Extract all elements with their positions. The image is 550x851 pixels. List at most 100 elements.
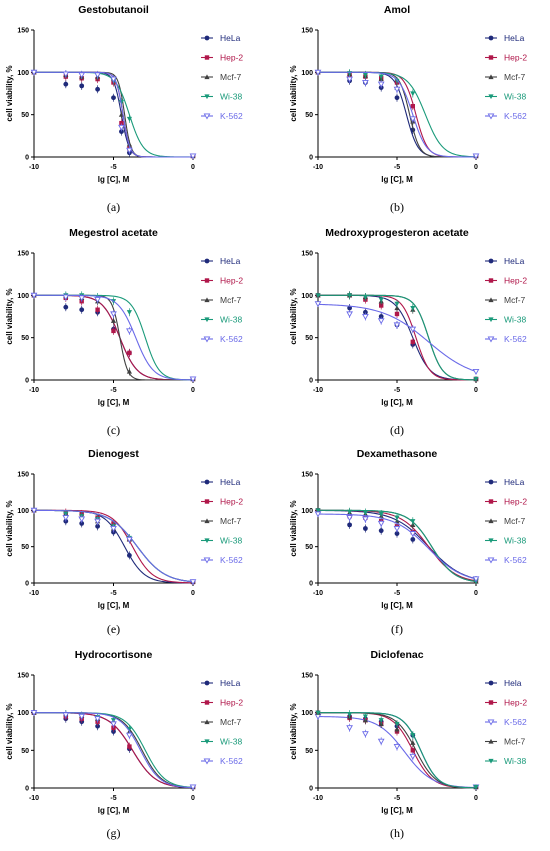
series-wi-38 [315, 69, 479, 159]
legend-label: Mcf-7 [220, 72, 242, 82]
panel-caption: (b) [390, 200, 404, 214]
legend-item: Wi-38 [201, 92, 242, 102]
legend-marker [488, 94, 494, 100]
chart-panel: Medroxyprogesteron acetate 0 50 100 150 -10 -5… [289, 227, 527, 437]
y-tick-label: 0 [25, 581, 29, 588]
data-point [126, 732, 133, 739]
panel-caption: (d) [390, 423, 404, 437]
chart-title: Megestrol acetate [69, 227, 158, 239]
x-tick-label: 0 [191, 795, 195, 802]
x-tick-label: 0 [474, 590, 478, 597]
legend-marker [488, 499, 494, 504]
data-point [378, 74, 384, 80]
chart-title: Dienogest [88, 448, 139, 460]
data-point [378, 718, 384, 723]
legend-marker [204, 499, 210, 504]
series-k-562 [30, 292, 197, 383]
series-wi-38 [315, 291, 479, 382]
legend-label: K-562 [220, 334, 243, 344]
data-point [111, 95, 116, 101]
legend-item: K-562 [201, 555, 243, 565]
data-point [393, 86, 401, 93]
legend-marker [487, 336, 495, 343]
legend-label: Mcf-7 [504, 72, 526, 82]
series-hep-2 [31, 508, 196, 585]
data-point [110, 525, 117, 533]
y-tick-label: 100 [301, 70, 313, 77]
y-tick-label: 50 [305, 335, 313, 342]
x-axis-label: lg [C], M [98, 398, 130, 407]
legend-label: K-562 [220, 555, 243, 565]
data-point [473, 784, 479, 790]
legend-item: K-562 [201, 111, 243, 121]
data-point [189, 784, 197, 791]
data-point [394, 311, 400, 317]
panel-caption: (f) [391, 622, 403, 636]
legend-item: Hep-2 [485, 698, 527, 708]
data-point [347, 509, 353, 515]
legend-item: Hep-2 [201, 497, 243, 507]
data-point [314, 301, 322, 308]
series-k-562 [314, 301, 480, 376]
data-point [30, 69, 38, 76]
legend-item: HeLa [485, 477, 525, 487]
legend-marker [204, 35, 210, 41]
x-axis-label: lg [C], M [98, 806, 130, 815]
data-point [62, 515, 70, 522]
data-point [119, 120, 124, 126]
legend-marker [487, 113, 495, 120]
chart-panel: Gestobutanoil 0 50 100 150 -10 -5 0 lg [C], M cel… [5, 4, 243, 214]
legend-marker [488, 258, 494, 264]
data-point [126, 328, 133, 335]
x-tick-label: -5 [110, 590, 116, 597]
y-tick-label: 50 [21, 544, 29, 551]
legend-marker [488, 74, 494, 80]
legend-marker [204, 55, 210, 60]
series-k-562 [314, 511, 480, 583]
data-point [362, 510, 368, 516]
data-point [94, 72, 101, 79]
data-point [347, 712, 353, 717]
data-point [394, 95, 400, 101]
y-tick-label: 100 [17, 508, 29, 515]
data-point [410, 537, 416, 542]
series-k-562 [30, 69, 197, 160]
legend-item: HeLa [201, 678, 241, 688]
legend-label: Hep-2 [504, 276, 527, 286]
data-point [79, 307, 85, 313]
legend-label: Mcf-7 [504, 737, 526, 747]
y-tick-label: 150 [301, 472, 313, 479]
y-tick-label: 0 [309, 155, 313, 162]
data-point [410, 519, 416, 524]
legend-marker [487, 719, 495, 726]
data-point [409, 326, 417, 333]
data-point [111, 328, 116, 334]
y-tick-label: 50 [305, 748, 313, 755]
series-curve [34, 712, 194, 789]
legend-item: Mcf-7 [201, 516, 242, 526]
legend-marker [204, 94, 210, 100]
data-point [315, 293, 321, 298]
legend-label: Hep-2 [504, 497, 527, 507]
x-tick-label: -10 [313, 795, 323, 802]
data-point [472, 576, 480, 583]
y-tick-label: 50 [305, 544, 313, 551]
legend-marker [488, 518, 494, 524]
legend-item: Mcf-7 [485, 295, 526, 305]
legend-label: HeLa [504, 33, 525, 43]
data-point [363, 309, 368, 315]
y-tick-label: 0 [309, 581, 313, 588]
data-point [62, 294, 70, 301]
data-point [379, 303, 384, 308]
data-point [362, 294, 368, 300]
y-tick-label: 0 [25, 786, 29, 793]
data-point [315, 508, 321, 513]
y-tick-label: 0 [25, 378, 29, 385]
data-point [410, 339, 415, 345]
y-tick-label: 50 [21, 335, 29, 342]
data-point [94, 297, 101, 304]
legend-item: K-562 [201, 334, 243, 344]
data-point [410, 104, 415, 109]
legend-item: HeLa [485, 33, 525, 43]
series-curve [33, 509, 194, 583]
